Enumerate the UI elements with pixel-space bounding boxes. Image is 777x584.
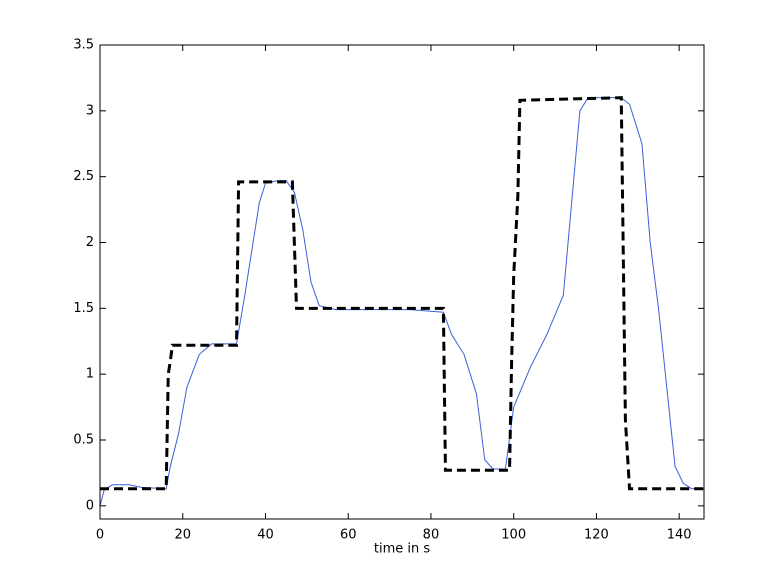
x-tick-label: 140	[667, 528, 692, 543]
x-tick-label: 40	[257, 528, 274, 543]
data-line	[100, 96, 704, 491]
x-tick-label: 20	[174, 528, 191, 543]
x-tick-label: 0	[96, 528, 104, 543]
y-tick-label: 2.5	[73, 169, 94, 184]
y-tick-label: 1.5	[73, 301, 94, 316]
y-tick-label: 3.5	[73, 38, 94, 53]
x-tick-label: 80	[423, 528, 440, 543]
plot-frame	[99, 44, 705, 520]
y-tick-label: 0.5	[73, 433, 94, 448]
x-tick-label: 100	[501, 528, 526, 543]
x-tick-label: 120	[584, 528, 609, 543]
x-axis-label: time in s	[374, 542, 430, 557]
y-tick-label: 0	[86, 498, 94, 513]
x-tick-label: 60	[340, 528, 357, 543]
y-tick-label: 1	[86, 367, 94, 382]
y-tick-label: 3	[86, 103, 94, 118]
y-tick-label: 2	[86, 235, 94, 250]
data-line	[99, 97, 704, 506]
